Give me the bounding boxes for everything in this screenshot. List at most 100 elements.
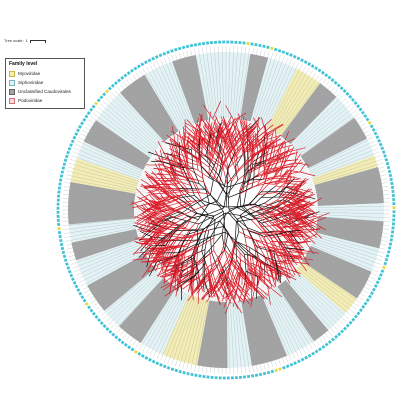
tree-branch xyxy=(138,245,152,258)
tree-branch xyxy=(285,159,297,162)
tip-marker xyxy=(84,302,89,306)
tree-branch xyxy=(199,143,201,163)
tip-marker xyxy=(385,161,390,166)
tree-branch xyxy=(285,247,305,250)
tip-marker xyxy=(234,376,238,380)
tree-branch xyxy=(164,239,175,259)
tree-branch xyxy=(259,146,265,163)
tip-marker xyxy=(386,250,391,254)
tree-branch xyxy=(207,141,220,155)
leaf-line xyxy=(167,278,201,364)
tree-branch xyxy=(207,207,224,215)
tip-marker xyxy=(372,287,376,292)
leaf-line xyxy=(273,87,335,156)
tip-marker xyxy=(367,120,372,125)
tree-branch xyxy=(283,254,291,275)
tree-branch xyxy=(266,210,275,217)
tree-branch xyxy=(184,150,197,158)
leaf-line xyxy=(277,263,341,328)
tree-branch xyxy=(244,236,256,241)
tree-branch xyxy=(261,222,270,232)
leaf-line xyxy=(156,61,198,148)
tree-branch xyxy=(237,287,250,305)
tree-branch xyxy=(167,223,186,228)
tree-branch xyxy=(145,196,154,207)
leaf-line xyxy=(111,269,168,328)
tree-branch xyxy=(150,244,166,247)
tree-branch xyxy=(273,241,284,261)
tree-branch xyxy=(136,188,148,200)
tree-branch xyxy=(178,265,197,279)
tree-branch xyxy=(223,150,229,168)
tree-branch xyxy=(229,142,237,153)
tree-branch xyxy=(263,168,275,173)
tree-branch xyxy=(169,246,177,261)
tree-branch xyxy=(160,274,172,278)
leaf-line xyxy=(217,283,223,374)
tree-branch xyxy=(248,230,265,237)
tree-branch xyxy=(171,126,177,146)
tree-branch xyxy=(251,133,255,152)
leaf-line xyxy=(271,72,317,141)
tree-branch xyxy=(239,270,252,285)
tree-branch xyxy=(237,271,251,287)
tip-marker xyxy=(281,50,286,54)
tree-branch xyxy=(165,211,180,218)
leaf-line xyxy=(304,162,384,187)
tip-marker xyxy=(391,189,395,194)
tree-branch xyxy=(230,283,242,303)
tree-branch xyxy=(257,192,275,196)
leaf-line xyxy=(238,47,250,127)
tree-branch xyxy=(272,211,282,219)
tree-branch xyxy=(160,252,165,267)
tip-marker xyxy=(59,242,64,247)
tree-branch xyxy=(236,204,250,208)
leaf-line xyxy=(227,46,231,136)
tree-branch xyxy=(253,260,258,273)
tree-branch xyxy=(171,265,179,283)
tree-branch xyxy=(265,242,280,248)
tree-branch xyxy=(180,246,185,260)
tree-branch xyxy=(269,167,281,183)
tree-branch xyxy=(199,162,205,182)
tree-branch xyxy=(258,164,260,176)
tree-branch xyxy=(268,249,275,269)
tip-marker xyxy=(380,269,385,274)
legend-title: Family level xyxy=(9,61,38,67)
tree-branch xyxy=(193,179,201,193)
leaf-line xyxy=(307,170,386,191)
tip-marker xyxy=(378,142,383,147)
tree-branch xyxy=(260,182,271,193)
leaf-line xyxy=(98,107,162,159)
tree-branch xyxy=(250,262,262,269)
tree-branch xyxy=(149,190,165,202)
tree-branch xyxy=(151,193,161,203)
tip-marker xyxy=(74,284,79,289)
leaf-line xyxy=(156,286,191,359)
tip-marker xyxy=(155,361,160,366)
tree-branch xyxy=(262,231,271,242)
tip-marker xyxy=(76,288,81,293)
sector-s-31 xyxy=(76,141,144,180)
tree-branch xyxy=(268,130,274,150)
tree-branch xyxy=(248,178,264,185)
tree-branch xyxy=(209,257,218,271)
tree-branch xyxy=(287,234,293,246)
tree-branch xyxy=(266,135,281,148)
leaf-line xyxy=(296,130,370,171)
tree-branch xyxy=(258,170,274,176)
tree-branch xyxy=(277,205,286,211)
tree-branch xyxy=(180,253,184,271)
tree-branch xyxy=(216,286,224,298)
tip-marker xyxy=(330,78,335,83)
tree-branch xyxy=(191,149,194,169)
tree-branch xyxy=(252,117,261,130)
tree-branch xyxy=(296,193,315,204)
leaf-line xyxy=(114,89,168,148)
tree-branch xyxy=(160,211,172,220)
tip-marker xyxy=(182,370,186,375)
tree-branch xyxy=(169,193,188,198)
leaf-line xyxy=(78,137,160,178)
tree-branch xyxy=(263,175,281,180)
tip-marker xyxy=(69,273,74,278)
